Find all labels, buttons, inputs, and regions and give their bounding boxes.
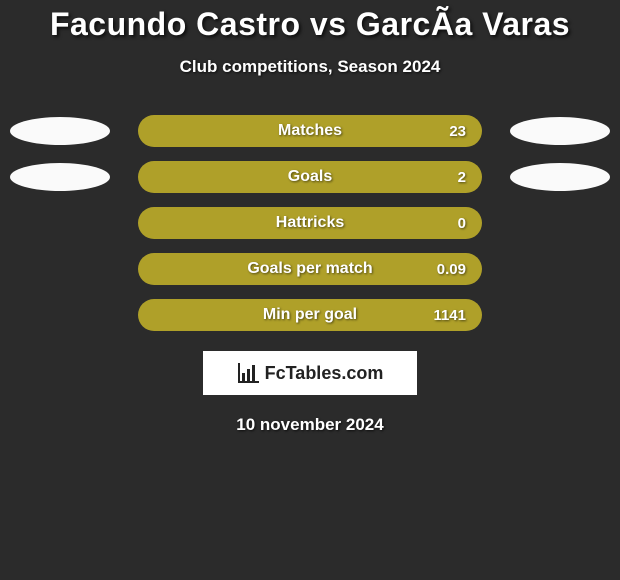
- comparison-card: Facundo Castro vs GarcÃa Varas Club comp…: [0, 0, 620, 435]
- stat-value: 1141: [433, 307, 466, 324]
- date-label: 10 november 2024: [0, 415, 620, 435]
- right-ellipse: [510, 163, 610, 191]
- left-ellipse: [10, 163, 110, 191]
- stat-value: 0.09: [437, 261, 466, 278]
- right-ellipse: [510, 117, 610, 145]
- subtitle: Club competitions, Season 2024: [0, 57, 620, 77]
- stat-value: 23: [449, 123, 466, 140]
- stat-row: Hattricks 0: [0, 207, 620, 239]
- stat-label: Hattricks: [276, 214, 344, 232]
- stat-label: Goals: [288, 168, 332, 186]
- stat-label: Min per goal: [263, 306, 357, 324]
- stat-bar: Hattricks 0: [138, 207, 482, 239]
- stat-bar: Min per goal 1141: [138, 299, 482, 331]
- stat-row: Goals per match 0.09: [0, 253, 620, 285]
- stat-bar: Matches 23: [138, 115, 482, 147]
- stat-row: Matches 23: [0, 115, 620, 147]
- logo-box[interactable]: FcTables.com: [203, 351, 417, 395]
- stat-bar: Goals 2: [138, 161, 482, 193]
- stat-value: 2: [458, 169, 466, 186]
- bar-chart-icon: [237, 363, 259, 383]
- stat-label: Matches: [278, 122, 342, 140]
- page-title: Facundo Castro vs GarcÃa Varas: [0, 6, 620, 43]
- stat-bar: Goals per match 0.09: [138, 253, 482, 285]
- stat-row: Goals 2: [0, 161, 620, 193]
- stat-row: Min per goal 1141: [0, 299, 620, 331]
- stat-label: Goals per match: [247, 260, 372, 278]
- left-ellipse: [10, 117, 110, 145]
- logo-text: FcTables.com: [265, 363, 384, 384]
- stat-value: 0: [458, 215, 466, 232]
